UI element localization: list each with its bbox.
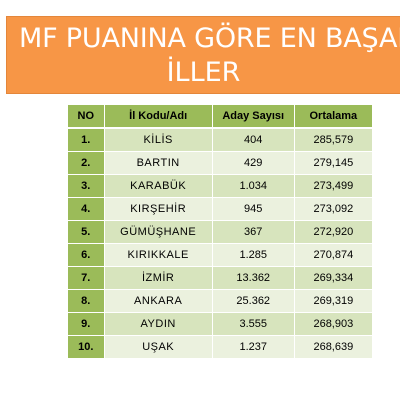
- title-line-1: MF PUANINA GÖRE EN BAŞARILI: [19, 23, 400, 54]
- header-row: NO İl Kodu/Adı Aday Sayısı Ortalama: [68, 105, 372, 129]
- city-name: UŞAK: [104, 336, 213, 359]
- candidate-count: 25.362: [212, 290, 295, 313]
- table-row: 6. KIRIKKALE 1.285 270,874: [68, 244, 372, 267]
- candidate-count: 1.034: [212, 175, 295, 198]
- candidate-count: 1.237: [212, 336, 295, 359]
- average-score: 279,145: [294, 152, 372, 175]
- city-name: KIRIKKALE: [104, 244, 213, 267]
- average-score: 285,579: [294, 129, 372, 152]
- table-row: 5. GÜMÜŞHANE 367 272,920: [68, 221, 372, 244]
- city-name: KİLİS: [104, 129, 213, 152]
- candidate-count: 367: [212, 221, 295, 244]
- table-row: 9. AYDIN 3.555 268,903: [68, 313, 372, 336]
- city-name: AYDIN: [104, 313, 213, 336]
- average-score: 268,903: [294, 313, 372, 336]
- average-score: 273,499: [294, 175, 372, 198]
- row-number: 4.: [68, 198, 105, 221]
- header-no: NO: [68, 105, 105, 129]
- row-number: 5.: [68, 221, 105, 244]
- row-number: 9.: [68, 313, 105, 336]
- header-aday: Aday Sayısı: [212, 105, 295, 129]
- average-score: 273,092: [294, 198, 372, 221]
- city-name: KIRŞEHİR: [104, 198, 213, 221]
- row-number: 7.: [68, 267, 105, 290]
- average-score: 269,334: [294, 267, 372, 290]
- title-banner: MF PUANINA GÖRE EN BAŞARILI İLLER: [6, 16, 400, 94]
- average-score: 269,319: [294, 290, 372, 313]
- title-line-2: İLLER: [166, 57, 241, 88]
- candidate-count: 404: [212, 129, 295, 152]
- table-row: 3. KARABÜK 1.034 273,499: [68, 175, 372, 198]
- candidate-count: 3.555: [212, 313, 295, 336]
- row-number: 3.: [68, 175, 105, 198]
- row-number: 10.: [68, 336, 105, 359]
- table-row: 10. UŞAK 1.237 268,639: [68, 336, 372, 359]
- table-row: 2. BARTIN 429 279,145: [68, 152, 372, 175]
- row-number: 8.: [68, 290, 105, 313]
- candidate-count: 429: [212, 152, 295, 175]
- table-row: 8. ANKARA 25.362 269,319: [68, 290, 372, 313]
- header-il: İl Kodu/Adı: [104, 105, 213, 129]
- average-score: 272,920: [294, 221, 372, 244]
- row-number: 1.: [68, 129, 105, 152]
- table-header: NO İl Kodu/Adı Aday Sayısı Ortalama: [68, 105, 372, 129]
- candidate-count: 1.285: [212, 244, 295, 267]
- city-name: İZMİR: [104, 267, 213, 290]
- table-row: 1. KİLİS 404 285,579: [68, 129, 372, 152]
- row-number: 6.: [68, 244, 105, 267]
- table-row: 7. İZMİR 13.362 269,334: [68, 267, 372, 290]
- candidate-count: 13.362: [212, 267, 295, 290]
- average-score: 270,874: [294, 244, 372, 267]
- city-name: GÜMÜŞHANE: [104, 221, 213, 244]
- average-score: 268,639: [294, 336, 372, 359]
- table-row: 4. KIRŞEHİR 945 273,092: [68, 198, 372, 221]
- table-body: 1. KİLİS 404 285,579 2. BARTIN 429 279,1…: [68, 129, 372, 359]
- results-table: NO İl Kodu/Adı Aday Sayısı Ortalama 1. K…: [68, 105, 372, 359]
- city-name: ANKARA: [104, 290, 213, 313]
- header-ortalama: Ortalama: [294, 105, 372, 129]
- city-name: KARABÜK: [104, 175, 213, 198]
- candidate-count: 945: [212, 198, 295, 221]
- row-number: 2.: [68, 152, 105, 175]
- city-name: BARTIN: [104, 152, 213, 175]
